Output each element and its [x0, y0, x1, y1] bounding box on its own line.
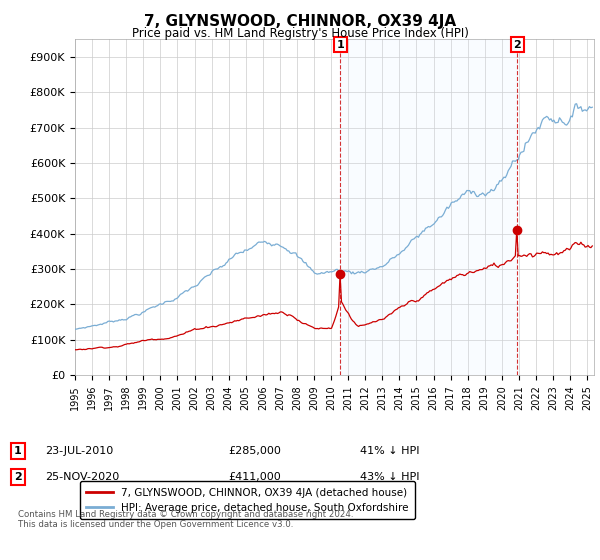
Text: £411,000: £411,000 [228, 472, 281, 482]
Text: 23-JUL-2010: 23-JUL-2010 [45, 446, 113, 456]
Text: Contains HM Land Registry data © Crown copyright and database right 2024.
This d: Contains HM Land Registry data © Crown c… [18, 510, 353, 529]
Text: 43% ↓ HPI: 43% ↓ HPI [360, 472, 419, 482]
Text: 2: 2 [513, 40, 521, 49]
Bar [340, 39, 517, 375]
Text: Price paid vs. HM Land Registry's House Price Index (HPI): Price paid vs. HM Land Registry's House … [131, 27, 469, 40]
Text: 1: 1 [14, 446, 22, 456]
Legend: 7, GLYNSWOOD, CHINNOR, OX39 4JA (detached house), HPI: Average price, detached h: 7, GLYNSWOOD, CHINNOR, OX39 4JA (detache… [80, 481, 415, 519]
Text: 2: 2 [14, 472, 22, 482]
Text: 25-NOV-2020: 25-NOV-2020 [45, 472, 119, 482]
Text: £285,000: £285,000 [228, 446, 281, 456]
Text: 41% ↓ HPI: 41% ↓ HPI [360, 446, 419, 456]
Text: 1: 1 [337, 40, 344, 49]
Text: 7, GLYNSWOOD, CHINNOR, OX39 4JA: 7, GLYNSWOOD, CHINNOR, OX39 4JA [144, 14, 456, 29]
